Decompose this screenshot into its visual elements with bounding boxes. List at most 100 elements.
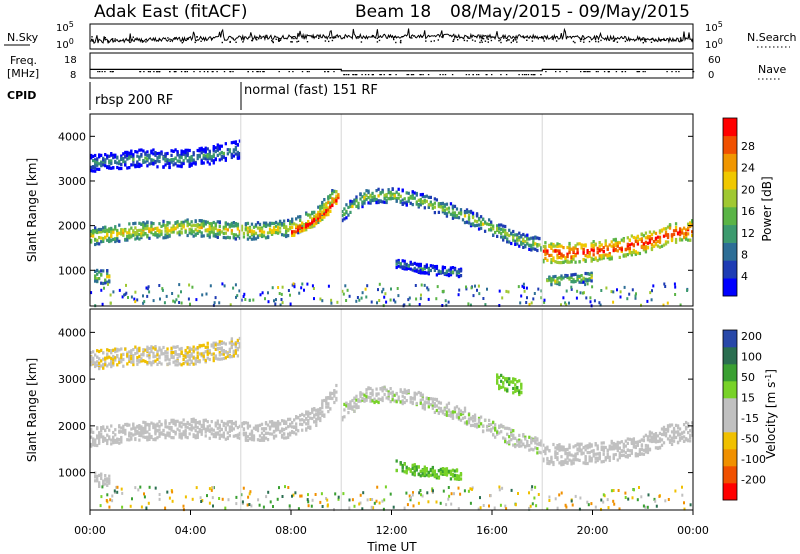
heatmap-cell [574,444,577,448]
heatmap-cell [134,437,137,442]
heatmap-cell [248,235,252,240]
heatmap-cell [281,285,284,289]
heatmap-cell [638,251,642,256]
heatmap-cell [558,493,561,497]
heatmap-cell [646,241,650,245]
heatmap-cell [140,359,143,363]
noise-search-point [167,37,169,39]
heatmap-cell [186,351,189,355]
heatmap-cell [164,425,167,429]
heatmap-cell [342,292,345,296]
heatmap-cell [319,411,322,415]
heatmap-cell [556,244,559,248]
heatmap-cell [656,446,660,450]
heatmap-cell [395,400,398,404]
heatmap-cell [204,154,207,158]
noise-search-point [574,41,576,44]
heatmap-cell [254,223,258,227]
beam-label: Beam 18 [355,2,431,22]
heatmap-cell [580,274,583,278]
heatmap-cell [327,206,330,210]
heatmap-cell [528,435,531,439]
heatmap-cell [317,214,320,218]
heatmap-cell [104,229,107,233]
heatmap-cell [679,303,682,307]
heatmap-cell [375,387,378,391]
heatmap-cell [147,285,150,289]
heatmap-cell [218,145,221,149]
heatmap-cell [140,154,143,158]
heatmap-cell [381,290,384,294]
heatmap-cell [496,381,499,385]
heatmap-cell [392,298,395,302]
heatmap-cell [150,349,153,354]
heatmap-cell [172,163,175,167]
heatmap-cell [146,224,149,228]
nave-point [427,74,430,76]
heatmap-cell [146,354,149,358]
heatmap-cell [409,267,412,271]
heatmap-cell [194,224,197,228]
heatmap-cell [556,253,559,257]
heatmap-cell [572,461,575,465]
heatmap-cell [315,413,318,417]
heatmap-cell [188,228,191,232]
heatmap-cell [678,227,682,231]
heatmap-cell [220,419,223,423]
heatmap-cell [512,235,515,239]
heatmap-cell [540,246,543,250]
heatmap-cell [144,428,147,432]
nave-point [288,71,290,73]
heatmap-cell [361,202,364,206]
heatmap-cell [634,294,637,298]
heatmap-cell [670,439,674,443]
heatmap-cell [140,222,143,226]
heatmap-cell [258,233,262,237]
heatmap-cell [180,220,183,224]
heatmap-cell [640,447,644,452]
heatmap-cell [445,269,449,273]
heatmap-cell [690,430,694,434]
heatmap-cell [389,298,392,302]
heatmap-cell [419,269,422,273]
nave-point [621,71,624,73]
heatmap-cell [604,445,607,450]
heatmap-cell [104,235,107,239]
heatmap-cell [208,227,211,231]
heatmap-cell [301,227,304,231]
heatmap-cell [504,378,507,382]
heatmap-cell [264,431,268,435]
heatmap-cell [280,233,284,237]
nave-points [97,71,695,76]
noise-search-point [275,38,277,40]
heatmap-cell [242,421,246,425]
heatmap-cell [114,159,117,164]
heatmap-cell [100,153,103,157]
heatmap-cell [485,424,489,428]
heatmap-cell [172,420,175,424]
noise-search-point [482,38,485,40]
heatmap-cell [425,396,428,400]
heatmap-cell [633,488,635,492]
heatmap-cell [224,158,227,162]
heatmap-cell [560,256,563,260]
heatmap-cell [234,349,238,353]
nave-point [333,71,335,73]
heatmap-cell [508,435,511,439]
heatmap-cell [666,437,670,441]
heatmap-cell [276,421,280,425]
heatmap-cell [188,350,191,354]
heatmap-cell [361,392,364,396]
heatmap-cell [586,272,589,276]
nave-point [193,71,195,73]
heatmap-cell [445,403,449,407]
heatmap-cell [188,148,191,153]
heatmap-cell [395,262,398,266]
heatmap-cell [202,224,205,228]
heatmap-cell [202,234,205,238]
heatmap-cell [437,410,441,415]
heatmap-cell [584,244,587,248]
heatmap-cell [407,264,410,268]
heatmap-cell [218,429,221,433]
heatmap-cell [246,438,250,442]
